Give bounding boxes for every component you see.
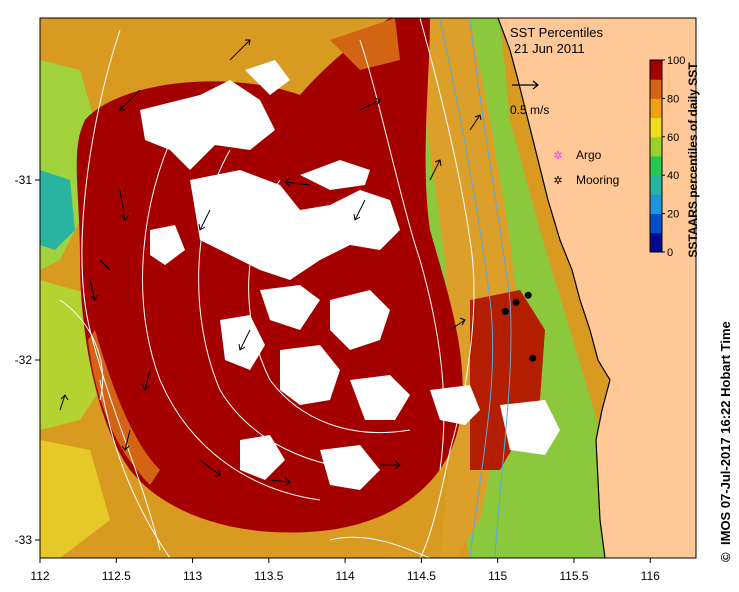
credit-text: IMOS 07-Jul-2017 16:22 Hobart Time <box>718 321 733 545</box>
land-mass <box>498 18 696 558</box>
mooring-markers <box>501 291 537 362</box>
vector-scale: 0.5 m/s <box>510 80 549 117</box>
argo-marker-icon: ✲ <box>553 150 562 162</box>
map-plot-area: 0.5 m/s ✲ Argo ✲ Mooring SST Percentiles… <box>40 18 696 558</box>
y-tick-label: -32 <box>15 353 33 367</box>
map-title: SST Percentiles <box>510 25 603 40</box>
colorbar-segment <box>650 194 662 215</box>
eddy-filament-1 <box>88 330 160 485</box>
colorbar-tick-label: 20 <box>667 209 679 221</box>
shelf-contours <box>439 19 512 558</box>
southwest-patch-yellow <box>40 440 110 558</box>
colorbar-segment <box>650 136 662 157</box>
map-date: 21 Jun 2011 <box>514 41 585 56</box>
x-tick-label: 114.5 <box>407 569 436 583</box>
colorbar-tick-label: 40 <box>667 170 679 182</box>
colorbar-segment <box>650 156 662 176</box>
colorbar-segment <box>650 175 662 195</box>
mooring-marker <box>512 298 520 306</box>
mooring-marker-icon: ✲ <box>553 175 562 187</box>
colorbar-tick-label: 60 <box>667 132 679 144</box>
mooring-marker <box>524 291 532 299</box>
colorbar-segment <box>650 213 662 234</box>
coastline <box>497 18 611 558</box>
colorbar-tick-label: 0 <box>667 247 673 259</box>
x-tick-label: 113 <box>183 569 202 583</box>
colorbar-label: SSTAARS percentiles of daily SST <box>686 62 700 258</box>
colorbar-segment <box>650 79 662 99</box>
credit-copyright-symbol: © <box>718 552 733 562</box>
y-tick-label: -33 <box>15 533 33 547</box>
legend-mooring-label: Mooring <box>576 173 619 187</box>
west-patch-teal <box>40 170 75 250</box>
mooring-marker <box>529 354 537 362</box>
mooring-marker <box>501 307 509 315</box>
x-tick-label: 115 <box>488 569 507 583</box>
plot-frame <box>39 17 697 559</box>
cloud-mask <box>140 60 560 490</box>
eddy-filament-2 <box>330 18 400 70</box>
x-tick-label: 112.5 <box>102 569 131 583</box>
legend-argo-label: Argo <box>576 148 602 162</box>
colorbar-frame <box>649 59 663 253</box>
colorbar-segment <box>650 98 662 119</box>
y-tick-label: -31 <box>15 173 33 187</box>
shelf-warm-tongue <box>470 290 545 470</box>
x-tick-label: 113.5 <box>254 569 283 583</box>
colorbar-segment <box>650 232 662 253</box>
colorbar-tick-label: 80 <box>667 93 679 105</box>
x-axis: 112 112.5 113 113.5 114 114.5 115 115.5 116 <box>30 558 660 583</box>
marker-legend: ✲ Argo ✲ Mooring <box>553 148 619 187</box>
x-tick-label: 112 <box>30 569 49 583</box>
x-tick-label: 116 <box>641 569 660 583</box>
x-tick-label: 115.5 <box>559 569 588 583</box>
colorbar-tick-label: 100 <box>667 55 685 67</box>
velocity-arrows <box>59 39 482 487</box>
colorbar-segment <box>650 60 662 80</box>
colorbar-segment <box>650 117 662 138</box>
x-tick-label: 114 <box>336 569 355 583</box>
y-axis: -31 -32 -33 <box>15 173 40 547</box>
colorbar: 0 20 40 60 80 100 <box>649 55 685 259</box>
vector-scale-label: 0.5 m/s <box>510 103 549 117</box>
